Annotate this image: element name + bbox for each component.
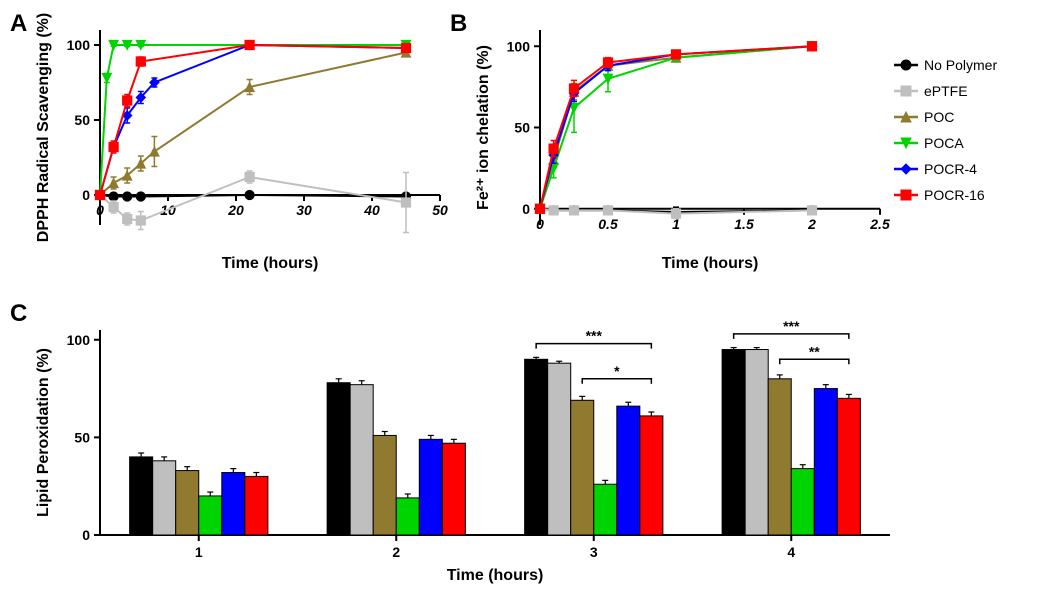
svg-text:100: 100 [507,38,531,54]
svg-text:1.5: 1.5 [734,216,754,232]
panel-label-c: C [10,300,27,328]
svg-text:0: 0 [82,187,90,203]
svg-text:Time (hours): Time (hours) [447,567,544,584]
svg-text:30: 30 [296,202,312,218]
svg-text:20: 20 [227,202,244,218]
panel-label-a: A [10,10,27,38]
panel-c-chart: 0501001234*********Time (hours)Lipid Per… [30,300,910,590]
svg-text:DPPH Radical Scavenging (%): DPPH Radical Scavenging (%) [35,13,52,242]
svg-text:***: *** [783,318,800,334]
figure-root: A B C 01020304050050100Time (hours)DPPH … [10,10,1040,589]
svg-text:50: 50 [514,120,530,136]
svg-text:1: 1 [195,544,203,560]
svg-text:Lipid Peroxidation (%): Lipid Peroxidation (%) [35,348,52,517]
svg-text:ePTFE: ePTFE [924,83,968,99]
svg-text:4: 4 [787,544,795,560]
svg-text:3: 3 [590,544,598,560]
svg-text:50: 50 [74,112,90,128]
svg-text:0.5: 0.5 [598,216,618,232]
svg-text:100: 100 [67,332,91,348]
svg-text:POCR-4: POCR-4 [924,161,977,177]
svg-text:2: 2 [392,544,400,560]
svg-text:50: 50 [432,202,448,218]
svg-text:POC: POC [924,109,954,125]
svg-text:50: 50 [74,429,90,445]
svg-text:***: *** [586,328,603,344]
svg-text:0: 0 [96,202,104,218]
svg-text:2: 2 [807,216,816,232]
svg-text:POCA: POCA [924,135,964,151]
legend: No Polymer ePTFE POC POCA POCR-4 POCR-16 [890,50,1040,230]
svg-text:Time (hours): Time (hours) [222,255,319,272]
svg-text:*: * [614,363,620,379]
panel-a-chart: 01020304050050100Time (hours)DPPH Radica… [30,10,450,280]
svg-text:0: 0 [82,527,90,543]
svg-text:100: 100 [67,37,91,53]
panel-b-chart: 00.511.522.5050100Time (hours)Fe²⁺ ion c… [470,10,890,280]
panel-label-b: B [450,10,467,38]
svg-text:40: 40 [363,202,380,218]
svg-text:POCR-16: POCR-16 [924,187,985,203]
svg-text:2.5: 2.5 [869,216,890,232]
svg-text:No Polymer: No Polymer [924,57,997,73]
svg-text:0: 0 [536,216,544,232]
svg-text:Time (hours): Time (hours) [662,255,759,272]
svg-text:0: 0 [522,201,530,217]
svg-text:Fe²⁺ ion chelation (%): Fe²⁺ ion chelation (%) [475,45,492,210]
svg-text:**: ** [809,343,820,359]
